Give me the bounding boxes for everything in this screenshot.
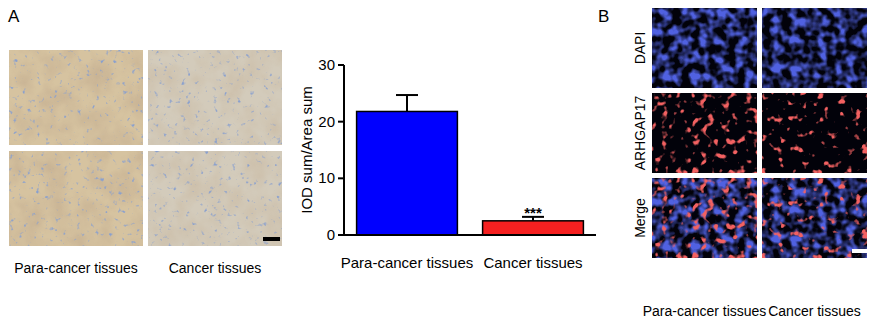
fluor-background [652, 178, 757, 258]
fluorescence-image [652, 8, 757, 88]
image-caption: Para-cancer tissues [643, 303, 767, 319]
micrograph-base [9, 151, 143, 246]
image-caption: Para-cancer tissues [14, 260, 138, 276]
y-tick-label: 10 [318, 169, 335, 186]
micrograph-nuclei [9, 151, 143, 246]
dapi-signal [652, 8, 757, 88]
y-tick [338, 177, 344, 179]
bar [483, 221, 584, 235]
fluorescence-image [762, 178, 867, 258]
image-caption: Cancer tissues [768, 303, 861, 319]
micrograph-nuclei [148, 50, 282, 145]
scale-bar [852, 249, 881, 253]
x-tick-label: Para-cancer tissues [341, 254, 474, 271]
row-label: DAPI [632, 32, 648, 65]
red-signal [762, 93, 867, 173]
dapi-signal [762, 8, 867, 88]
micrograph-texture [148, 50, 282, 145]
micrograph-base [9, 50, 143, 145]
x-tick-label: Cancer tissues [483, 254, 582, 271]
micrograph [148, 50, 282, 145]
micrograph [9, 151, 143, 246]
micrograph-texture [148, 151, 282, 246]
y-axis [343, 65, 345, 235]
fluor-background [652, 93, 757, 173]
y-axis-title: IOD sum/Area sum [298, 86, 315, 214]
scale-bar [263, 237, 280, 241]
micrograph-base [148, 151, 282, 246]
y-tick [338, 121, 344, 123]
panel-label: B [598, 7, 609, 26]
micrograph-texture [9, 151, 143, 246]
row-label: ARHGAP17 [632, 95, 648, 170]
micrograph-nuclei [148, 151, 282, 246]
y-tick [338, 234, 344, 236]
significance: *** [524, 204, 542, 221]
dapi-signal [652, 178, 757, 258]
fluor-background [652, 8, 757, 88]
figure: ABPara-cancer tissuesCancer tissuesPara-… [0, 0, 895, 326]
red-signal [652, 178, 757, 258]
dapi-signal [762, 178, 867, 258]
row-label: Merge [632, 198, 648, 238]
error-bar [406, 95, 408, 111]
red-signal [652, 93, 757, 173]
bar [357, 111, 458, 235]
fluor-background [762, 93, 867, 173]
panel-label: A [8, 7, 20, 26]
micrograph-base [148, 50, 282, 145]
image-caption: Cancer tissues [169, 260, 262, 276]
micrograph [9, 50, 143, 145]
micrograph-nuclei [9, 50, 143, 145]
y-tick-label: 30 [318, 56, 335, 73]
micrograph [148, 151, 282, 246]
fluorescence-image [652, 93, 757, 173]
y-tick-label: 0 [327, 226, 335, 243]
micrograph-texture [9, 50, 143, 145]
error-cap [396, 94, 418, 96]
fluor-background [762, 178, 867, 258]
fluor-background [762, 8, 867, 88]
fluorescence-image [762, 8, 867, 88]
fluorescence-image [762, 93, 867, 173]
red-signal [762, 178, 867, 258]
y-tick-label: 20 [318, 113, 335, 130]
plot-marks [357, 95, 584, 235]
x-axis [344, 234, 596, 236]
fluorescence-image [652, 178, 757, 258]
figure-root: ABPara-cancer tissuesCancer tissuesPara-… [0, 0, 895, 326]
y-tick [338, 64, 344, 66]
